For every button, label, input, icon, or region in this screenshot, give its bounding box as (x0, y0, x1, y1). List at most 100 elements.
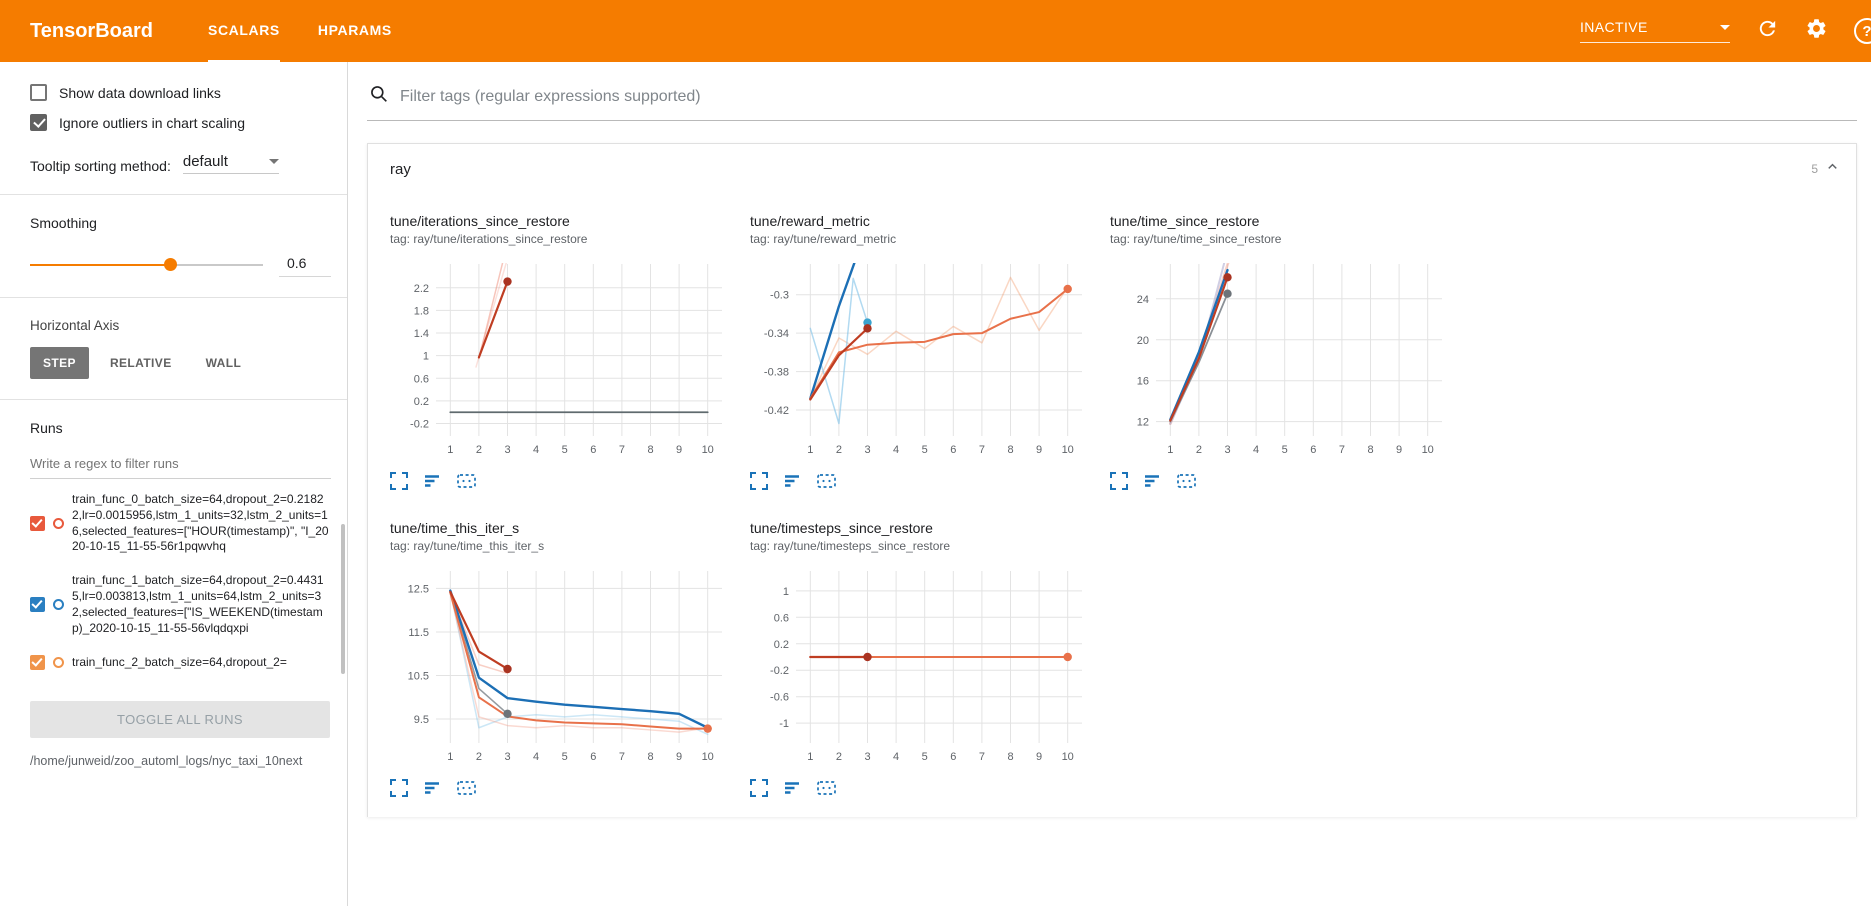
chart-tag: tag: ray/tune/time_this_iter_s (390, 539, 545, 553)
tag-group-header[interactable]: ray 5 (368, 144, 1856, 189)
series-marker (863, 324, 872, 333)
run-selector-icon[interactable] (423, 779, 441, 797)
svg-text:3: 3 (864, 444, 870, 456)
svg-text:9: 9 (1396, 444, 1402, 456)
tag-group-count: 5 (1811, 162, 1818, 176)
svg-text:6: 6 (590, 444, 596, 456)
horizontal-axis-label: Horizontal Axis (30, 318, 120, 333)
run-checkbox[interactable] (30, 516, 45, 532)
fit-domain-icon[interactable] (816, 779, 837, 797)
show-download-links-checkbox-row[interactable]: Show data download links (30, 84, 331, 101)
runs-scrollbar[interactable] (341, 524, 345, 674)
tooltip-sort-dropdown[interactable]: default (182, 153, 279, 174)
svg-text:1.4: 1.4 (414, 328, 429, 340)
series-marker (1223, 289, 1232, 298)
chart-tag: tag: ray/tune/reward_metric (750, 232, 897, 246)
run-checkbox[interactable] (30, 655, 45, 671)
svg-text:1.8: 1.8 (414, 305, 429, 317)
svg-text:0.6: 0.6 (774, 612, 789, 624)
checkbox[interactable] (30, 84, 47, 101)
expand-chart-icon[interactable] (750, 472, 768, 490)
horizontal-axis-buttons: STEP RELATIVE WALL (30, 347, 331, 379)
svg-text:3: 3 (504, 444, 510, 456)
expand-chart-icon[interactable] (390, 472, 408, 490)
run-checkbox[interactable] (30, 597, 45, 613)
expand-chart-icon[interactable] (390, 779, 408, 797)
run-item[interactable]: train_func_0_batch_size=64,dropout_2=0.2… (30, 483, 331, 564)
line-chart[interactable]: -1 -0.6 -0.2 0.2 0.6 1 1 2 3 4 5 6 7 8 9 10 (750, 563, 1086, 767)
chart-card: tune/timesteps_since_restore tag: ray/tun… (750, 520, 1094, 797)
settings-sidebar: Show data download links Ignore outliers… (0, 62, 348, 906)
run-selector-icon[interactable] (423, 472, 441, 490)
runs-list: train_func_0_batch_size=64,dropout_2=0.2… (30, 483, 331, 691)
status-dropdown[interactable]: INACTIVE (1580, 19, 1730, 43)
line-chart[interactable]: -0.2 0.2 0.6 1 1.4 1.8 2.2 1 2 3 4 5 6 7 8 9 10 (390, 256, 726, 460)
fit-domain-icon[interactable] (456, 779, 477, 797)
svg-text:1: 1 (807, 444, 813, 456)
svg-text:2: 2 (836, 444, 842, 456)
chevron-up-icon[interactable] (1825, 159, 1840, 179)
help-icon[interactable]: ? (1854, 18, 1871, 44)
svg-text:1: 1 (783, 586, 789, 598)
run-solo-radio[interactable] (53, 518, 64, 530)
expand-chart-icon[interactable] (750, 779, 768, 797)
chart-card: tune/iterations_since_restore tag: ray/tu… (390, 213, 734, 490)
chart-toolbar (390, 472, 734, 490)
svg-text:9: 9 (1036, 751, 1042, 763)
smoothing-value-field[interactable]: 0.6 (279, 253, 331, 277)
svg-text:10: 10 (702, 751, 714, 763)
toggle-all-runs-button[interactable]: TOGGLE ALL RUNS (30, 701, 330, 738)
settings-button[interactable] (1805, 17, 1828, 45)
tab-scalars[interactable]: SCALARS (208, 0, 280, 62)
svg-text:10: 10 (1062, 444, 1074, 456)
run-name: train_func_2_batch_size=64,dropout_2= (72, 654, 287, 669)
fit-domain-icon[interactable] (816, 472, 837, 490)
series-run1-smoothed (449, 589, 709, 729)
divider (0, 399, 347, 400)
smoothing-slider[interactable] (30, 258, 263, 271)
svg-text:9: 9 (676, 444, 682, 456)
axis-wall-button[interactable]: WALL (205, 356, 242, 370)
checkbox-label: Show data download links (59, 84, 221, 101)
refresh-button[interactable] (1756, 17, 1779, 45)
run-name: train_func_1_batch_size=64,dropout_2=0.4… (72, 573, 324, 635)
ignore-outliers-checkbox-row[interactable]: Ignore outliers in chart scaling (30, 114, 331, 131)
run-selector-icon[interactable] (1143, 472, 1161, 490)
tag-filter-input[interactable] (400, 87, 1855, 106)
run-item[interactable]: train_func_2_batch_size=64,dropout_2= (30, 646, 331, 680)
run-selector-icon[interactable] (783, 472, 801, 490)
fit-domain-icon[interactable] (1176, 472, 1197, 490)
runs-filter-input[interactable] (30, 448, 331, 479)
svg-text:5: 5 (562, 444, 568, 456)
run-solo-radio[interactable] (53, 599, 64, 611)
svg-text:-0.2: -0.2 (410, 419, 429, 431)
axis-relative-button[interactable]: RELATIVE (109, 356, 172, 370)
svg-text:-1: -1 (779, 718, 789, 730)
series-run0-smoothed (449, 590, 509, 671)
fit-domain-icon[interactable] (456, 472, 477, 490)
series-marker (863, 318, 872, 327)
chevron-down-icon (268, 159, 279, 164)
svg-text:12: 12 (1137, 417, 1149, 429)
tag-group-title: ray (390, 160, 411, 178)
tab-hparams[interactable]: HPARAMS (317, 22, 392, 38)
svg-text:-0.2: -0.2 (770, 665, 789, 677)
chart-card: tune/reward_metric tag: ray/tune/reward_m… (750, 213, 1094, 490)
line-chart[interactable]: 9.5 10.5 11.5 12.5 1 2 3 4 5 6 7 8 9 10 (390, 563, 726, 767)
svg-text:9: 9 (676, 751, 682, 763)
line-chart[interactable]: -0.42 -0.38 -0.34 -0.3 1 2 3 4 5 6 7 8 9 10 (750, 256, 1086, 460)
run-item[interactable]: train_func_1_batch_size=64,dropout_2=0.4… (30, 564, 331, 645)
checkbox[interactable] (30, 114, 47, 131)
search-icon (369, 84, 389, 109)
chart-card: tune/time_this_iter_s tag: ray/tune/time_… (390, 520, 734, 797)
chart-title: tune/time_since_restore (1110, 213, 1260, 229)
run-selector-icon[interactable] (783, 779, 801, 797)
axis-step-button[interactable]: STEP (30, 347, 89, 379)
svg-text:1: 1 (447, 444, 453, 456)
slider-thumb[interactable] (163, 258, 177, 271)
svg-text:7: 7 (1339, 444, 1345, 456)
svg-text:11.5: 11.5 (408, 627, 429, 639)
run-solo-radio[interactable] (53, 657, 64, 669)
expand-chart-icon[interactable] (1110, 472, 1128, 490)
